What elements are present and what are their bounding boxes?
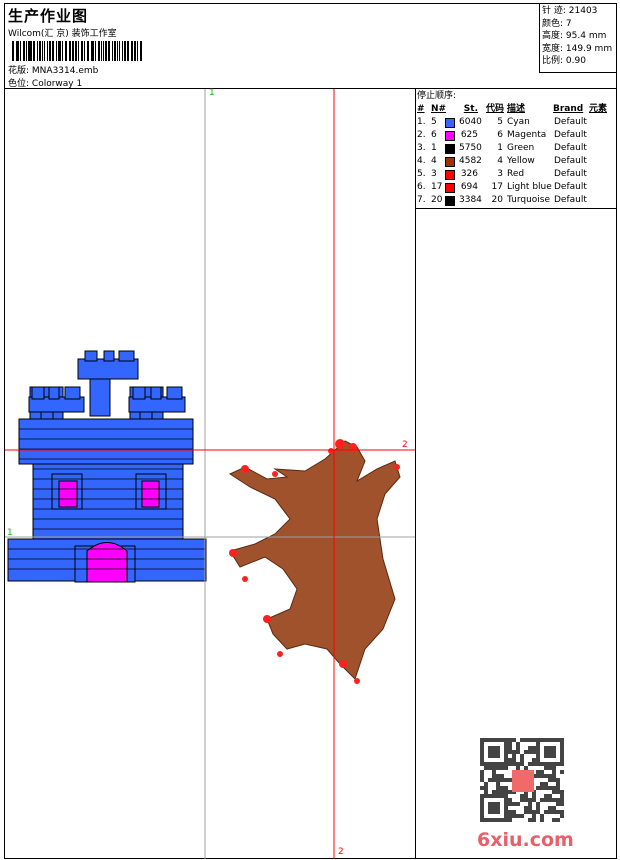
color-swatch — [445, 117, 455, 128]
header: 生产作业图 Wilcom(汇 京) 装饰工作室 花版: MNA3314.emb … — [4, 3, 617, 89]
design-label: 花版: — [8, 66, 30, 76]
qr-code — [480, 738, 564, 822]
row-brand: Default — [554, 143, 587, 153]
stat-scale: 比例: 0.90 — [542, 56, 586, 66]
row-stitches: 4582 — [459, 156, 482, 166]
row-code: 5 — [497, 117, 503, 127]
row-brand: Default — [554, 169, 587, 179]
table-row: 6. 17 694 17 Light blue Default — [417, 181, 616, 194]
row-brand: Default — [554, 130, 587, 140]
row-needle: 1 — [431, 143, 437, 153]
row-needle: 4 — [431, 156, 437, 166]
row-index: 7. — [417, 195, 426, 205]
row-description: Red — [507, 169, 525, 179]
company-name: Wilcom(汇 京) 装饰工作室 — [8, 29, 117, 39]
row-description: Magenta — [507, 130, 547, 140]
barcode — [12, 41, 144, 61]
row-description: Yellow — [507, 156, 535, 166]
design-value: MNA3314.emb — [31, 66, 99, 76]
castle-design — [7, 350, 207, 583]
row-brand: Default — [554, 117, 587, 127]
color-swatch — [445, 130, 455, 141]
colorway-value: Colorway 1 — [31, 79, 83, 89]
colorway: 色位: Colorway 1 — [8, 76, 82, 89]
stat-width: 宽度: 149.9 mm — [542, 43, 613, 54]
row-stitches: 625 — [460, 130, 478, 140]
row-stitches: 3384 — [459, 195, 482, 205]
page-title: 生产作业图 — [8, 7, 89, 25]
table-row: 3. 1 5750 1 Green Default — [417, 142, 616, 155]
stat-height: 高度: 95.4 mm — [542, 31, 607, 41]
row-description: Green — [507, 143, 535, 153]
color-swatch — [445, 143, 455, 154]
row-code: 17 — [491, 182, 503, 192]
guide-label-bottom: 2 — [338, 847, 344, 857]
row-index: 5. — [417, 169, 426, 179]
guide-label-top: 1 — [209, 88, 215, 98]
row-index: 1. — [417, 117, 426, 127]
seal-stamp — [512, 770, 534, 792]
table-row: 7. 20 3384 20 Turquoise Default — [417, 194, 616, 207]
color-swatch — [445, 182, 455, 193]
table-row: 4. 4 4582 4 Yellow Default — [417, 155, 616, 168]
colorway-label: 色位: — [8, 79, 30, 89]
page-frame — [4, 3, 617, 859]
stat-colors: 颜色: 7 — [542, 18, 572, 29]
row-needle: 20 — [431, 195, 443, 205]
stat-stitches: 针 迹: 21403 — [542, 6, 598, 16]
col-brand: Brand — [553, 104, 584, 114]
design-stats: 针 迹: 21403 颜色: 7 高度: 95.4 mm 宽度: 149.9 m… — [539, 3, 617, 73]
row-index: 2. — [417, 130, 426, 140]
row-brand: Default — [554, 156, 587, 166]
stop-sequence-panel: 停止顺序: # N# St. 代码 描述 Brand 元素 1. 5 6040 … — [415, 89, 617, 859]
color-swatch — [445, 169, 455, 180]
row-stitches: 694 — [460, 182, 478, 192]
row-code: 3 — [497, 169, 503, 179]
table-row: 5. 3 326 3 Red Default — [417, 168, 616, 181]
row-index: 4. — [417, 156, 426, 166]
row-brand: Default — [554, 195, 587, 205]
row-needle: 5 — [431, 117, 437, 127]
color-swatch — [445, 195, 455, 206]
row-brand: Default — [554, 182, 587, 192]
row-stitches: 5750 — [459, 143, 482, 153]
stop-sequence-title: 停止顺序: — [417, 91, 457, 101]
row-stitches: 6040 — [459, 117, 482, 127]
row-stitches: 326 — [460, 169, 478, 179]
row-code: 6 — [497, 130, 503, 140]
row-code: 1 — [497, 143, 503, 153]
row-description: Light blue — [507, 182, 552, 192]
row-index: 6. — [417, 182, 426, 192]
row-code: 4 — [497, 156, 503, 166]
design-canvas — [5, 89, 415, 859]
col-needle: N# — [431, 104, 447, 114]
table-row: 2. 6 625 6 Magenta Default — [417, 129, 616, 142]
row-description: Turquoise — [507, 195, 551, 205]
row-description: Cyan — [507, 117, 530, 127]
col-code: 代码 — [485, 104, 504, 114]
guide-label-right: 2 — [402, 440, 408, 450]
col-element: 元素 — [589, 104, 608, 114]
col-description: 描述 — [507, 104, 526, 114]
lion-design — [228, 439, 401, 684]
row-needle: 6 — [431, 130, 437, 140]
row-index: 3. — [417, 143, 426, 153]
row-needle: 3 — [431, 169, 437, 179]
stop-sequence-table: 停止顺序: # N# St. 代码 描述 Brand 元素 1. 5 6040 … — [416, 89, 617, 209]
col-index: # — [417, 104, 425, 114]
design-file: 花版: MNA3314.emb — [8, 63, 98, 76]
watermark-logo: 6xiu.com — [477, 829, 574, 851]
row-code: 20 — [491, 195, 503, 205]
row-needle: 17 — [431, 182, 443, 192]
guide-label-left: 1 — [7, 528, 13, 538]
table-row: 1. 5 6040 5 Cyan Default — [417, 116, 616, 129]
col-stitches: St. — [463, 104, 478, 114]
color-swatch — [445, 156, 455, 167]
table-header: # N# St. 代码 描述 Brand 元素 — [417, 103, 616, 116]
